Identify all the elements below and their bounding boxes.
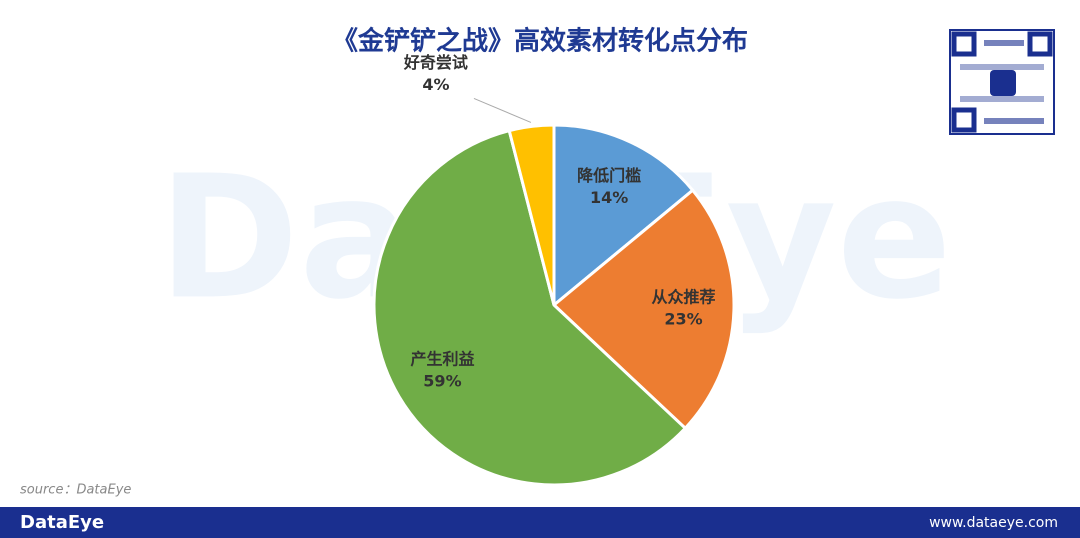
slice-label: 产生利益 bbox=[410, 349, 474, 368]
leader-line bbox=[473, 97, 532, 123]
pie-slice bbox=[372, 128, 688, 487]
pie-slice bbox=[507, 123, 556, 306]
footer-url: www.dataeye.com bbox=[929, 515, 1058, 531]
slice-label: 降低门槛 bbox=[577, 166, 641, 185]
value-label: 23% bbox=[664, 310, 702, 329]
footer-bar bbox=[0, 507, 1080, 538]
qr-code bbox=[949, 29, 1055, 135]
footer-brand: DataEye bbox=[20, 512, 104, 533]
value-label: 4% bbox=[422, 75, 449, 94]
slice-label: 好奇尝试 bbox=[403, 53, 468, 72]
value-label: 14% bbox=[590, 188, 628, 207]
value-label: 59% bbox=[423, 371, 461, 390]
chart-title: 《金铲铲之战》高效素材转化点分布 bbox=[332, 26, 748, 57]
slice-label: 从众推荐 bbox=[652, 288, 716, 307]
pie-slice bbox=[551, 188, 736, 431]
pie-slice bbox=[552, 123, 695, 309]
source-note: source：DataEye bbox=[20, 483, 131, 498]
